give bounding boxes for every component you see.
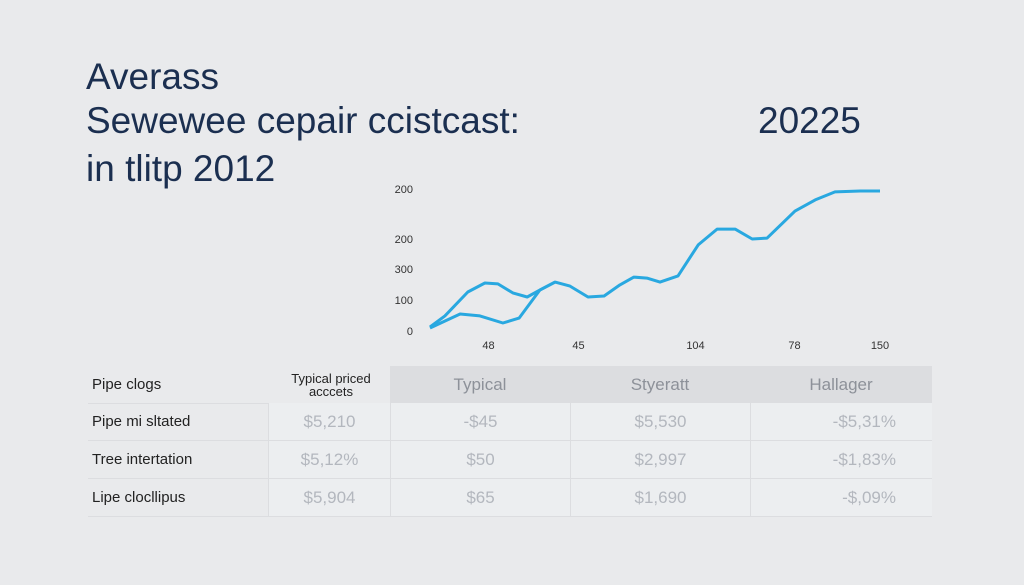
- header-text: Typical priced: [291, 370, 371, 386]
- header-cell: Pipe clogs: [88, 366, 268, 404]
- y-tick-label: 100: [395, 295, 413, 307]
- table-cell: -$,09%: [750, 479, 932, 517]
- header-cell: Hallager: [750, 366, 932, 404]
- table-cell: $5,904: [268, 479, 390, 517]
- title-line: Sewewee cepair ccistcast:: [86, 100, 520, 141]
- table-cell: Pipe mi sltated: [88, 403, 268, 441]
- table-cell: -$5,31%: [750, 403, 932, 441]
- table-cell: $1,690: [570, 479, 750, 517]
- x-tick-label: 150: [871, 340, 889, 352]
- y-tick-label: 300: [395, 264, 413, 276]
- header-cell: Typical priced acccets: [268, 366, 390, 404]
- header-text: acccets: [308, 383, 354, 399]
- year: 20225: [758, 100, 861, 141]
- table-cell: $2,997: [570, 441, 750, 479]
- table-cell: $50: [390, 441, 570, 479]
- y-tick-label: 200: [395, 184, 413, 196]
- header-cell: Styeratt: [570, 366, 750, 404]
- table-cell: $65: [390, 479, 570, 517]
- x-tick-label: 45: [572, 340, 584, 352]
- header-cell: Typical: [390, 366, 570, 404]
- line: [429, 189, 880, 329]
- table-cell: -$45: [390, 403, 570, 441]
- table-cell: -$1,83%: [750, 441, 932, 479]
- x-tick-label: 78: [788, 340, 800, 352]
- table-cell: $5,12%: [268, 441, 390, 479]
- table-cell: $5,210: [268, 403, 390, 441]
- table-cell: Lipe clocllipus: [88, 479, 268, 517]
- line: [429, 280, 556, 330]
- y-tick-label: 0: [407, 326, 413, 338]
- x-tick-label: 48: [482, 340, 494, 352]
- table-cell: Tree intertation: [88, 441, 268, 479]
- title-line: Averass: [86, 56, 219, 97]
- table-cell: $5,530: [570, 403, 750, 441]
- title-line: in tlitp 2012: [86, 148, 276, 189]
- x-tick-label: 104: [686, 340, 704, 352]
- chart: 0 100 300 200 200 48 45 104 78 150: [395, 184, 890, 352]
- y-tick-label: 200: [395, 234, 413, 246]
